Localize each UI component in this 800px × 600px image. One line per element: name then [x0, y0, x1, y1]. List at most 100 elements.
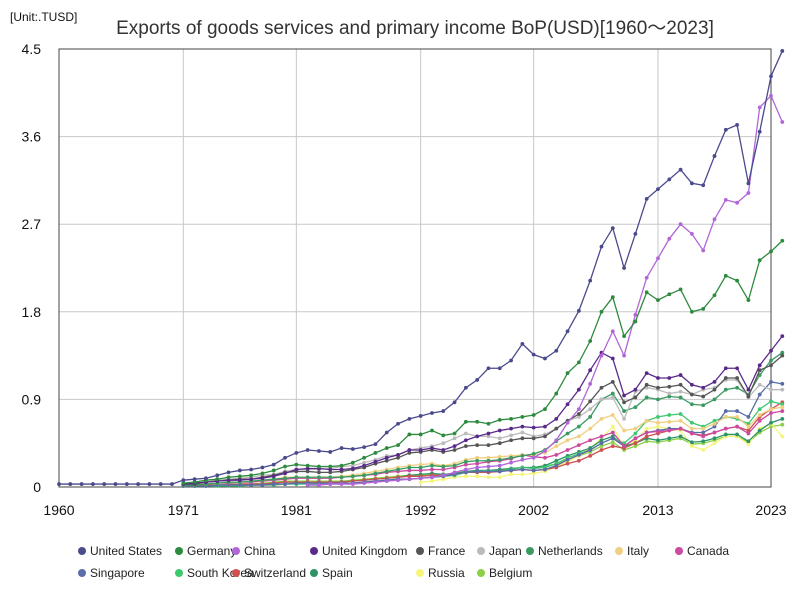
- data-point-singapore: [769, 379, 773, 384]
- data-point-switzerland: [633, 441, 638, 446]
- data-point-united-states: [441, 409, 446, 413]
- data-point-switzerland: [565, 461, 570, 466]
- data-point-france: [452, 448, 457, 452]
- data-point-singapore: [712, 424, 717, 429]
- y-tick-label: 0: [33, 479, 41, 495]
- data-point-united-states: [396, 421, 400, 426]
- legend-label: Switzerland: [244, 566, 306, 580]
- data-point-united-states: [226, 470, 231, 475]
- data-point-netherlands: [633, 405, 638, 410]
- data-point-spain: [712, 436, 717, 441]
- data-point-netherlands: [565, 431, 570, 436]
- data-point-france: [678, 382, 683, 387]
- data-point-singapore: [463, 470, 468, 475]
- data-point-united-states: [102, 482, 107, 486]
- data-point-united-states: [723, 127, 728, 132]
- legend-label: Netherlands: [538, 544, 603, 558]
- data-point-united-states: [576, 308, 581, 313]
- data-point-united-states: [769, 74, 773, 79]
- data-point-china: [373, 480, 378, 485]
- data-point-japan: [497, 436, 502, 441]
- data-point-germany: [249, 473, 254, 478]
- data-point-russia: [746, 442, 751, 447]
- data-point-united-states: [79, 482, 84, 486]
- grid: [58, 48, 772, 488]
- data-point-germany: [317, 464, 321, 469]
- data-point-netherlands: [667, 394, 672, 399]
- data-point-germany: [509, 416, 513, 421]
- data-point-france: [769, 363, 773, 368]
- legend-item: Netherlands: [526, 544, 603, 558]
- data-point-italy: [769, 407, 773, 412]
- data-point-united-states: [384, 430, 389, 435]
- data-point-netherlands: [328, 475, 333, 480]
- legend-swatch: [78, 547, 86, 555]
- data-point-singapore: [497, 469, 502, 474]
- data-point-russia: [441, 477, 446, 482]
- data-point-canada: [746, 431, 751, 436]
- data-point-netherlands: [317, 475, 321, 480]
- data-point-united-states: [712, 154, 717, 158]
- data-point-switzerland: [599, 448, 604, 452]
- data-point-china: [317, 483, 321, 487]
- data-point-italy: [644, 418, 649, 423]
- data-point-united-states: [735, 123, 739, 127]
- data-point-united-states: [339, 446, 344, 450]
- data-point-singapore: [565, 457, 570, 462]
- data-point-france: [407, 451, 412, 455]
- data-point-united-kingdom: [271, 474, 276, 479]
- data-point-singapore: [237, 483, 242, 487]
- x-tick-label: 2023: [755, 502, 786, 518]
- data-point-united-states: [486, 366, 491, 371]
- data-point-switzerland: [644, 434, 649, 439]
- data-point-germany: [192, 480, 197, 485]
- legend-swatch: [78, 569, 86, 577]
- data-point-france: [576, 412, 581, 416]
- data-point-japan: [667, 391, 672, 396]
- data-point-germany: [735, 278, 739, 283]
- data-point-united-kingdom: [430, 446, 434, 450]
- legend-swatch: [477, 547, 485, 555]
- legend-label: Belgium: [489, 566, 532, 580]
- data-point-france: [509, 438, 513, 443]
- data-point-germany: [418, 432, 423, 437]
- data-point-united-kingdom: [644, 371, 649, 376]
- data-point-canada: [769, 411, 773, 415]
- data-point-russia: [689, 444, 694, 449]
- data-point-canada: [622, 444, 626, 449]
- data-point-china: [667, 236, 672, 241]
- data-point-italy: [418, 462, 423, 467]
- data-point-netherlands: [362, 473, 367, 478]
- data-point-canada: [757, 418, 762, 423]
- legend-item: Japan: [477, 544, 522, 558]
- y-axis: 0 0.9 1.8 2.7 3.6 4.5: [22, 41, 42, 495]
- legend-item: Italy: [615, 544, 649, 558]
- data-point-united-states: [373, 442, 378, 447]
- data-point-united-states: [124, 482, 129, 486]
- data-point-spain: [769, 420, 773, 425]
- data-point-united-states: [531, 352, 536, 357]
- data-point-russia: [712, 441, 717, 446]
- data-point-russia: [531, 471, 536, 476]
- legend-item: Canada: [675, 544, 729, 558]
- data-point-united-states: [68, 482, 73, 486]
- data-point-germany: [667, 292, 672, 297]
- data-point-china: [509, 460, 513, 465]
- data-point-south-korea: [633, 431, 638, 436]
- data-point-belgium: [644, 439, 649, 444]
- chart-title: Exports of goods services and primary in…: [116, 18, 714, 39]
- data-point-italy: [689, 426, 694, 431]
- data-point-china: [656, 256, 660, 261]
- data-point-united-kingdom: [576, 387, 581, 392]
- data-point-netherlands: [520, 453, 525, 458]
- data-point-japan: [588, 407, 593, 412]
- data-point-united-states: [656, 187, 660, 192]
- legend-swatch: [232, 569, 240, 577]
- data-point-singapore: [599, 441, 604, 446]
- data-point-japan: [780, 387, 785, 392]
- data-point-canada: [735, 424, 739, 429]
- data-point-united-states: [475, 378, 480, 382]
- data-point-china: [769, 93, 773, 98]
- data-point-italy: [712, 421, 717, 426]
- legend-swatch: [416, 547, 424, 555]
